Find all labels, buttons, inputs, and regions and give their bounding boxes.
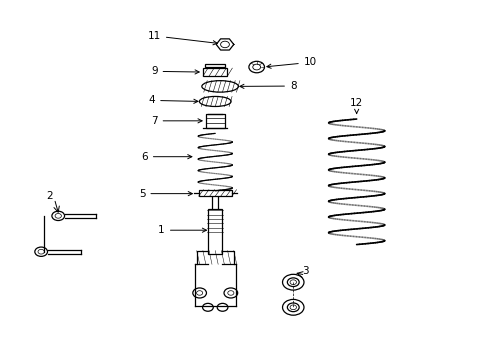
Text: 5: 5: [139, 189, 192, 199]
Text: 12: 12: [349, 98, 363, 114]
Text: 8: 8: [239, 81, 296, 91]
Text: 4: 4: [148, 95, 198, 105]
Text: 11: 11: [147, 31, 217, 45]
FancyBboxPatch shape: [208, 209, 222, 253]
Polygon shape: [216, 39, 233, 50]
Ellipse shape: [202, 81, 238, 92]
Text: 1: 1: [158, 225, 206, 235]
Text: 9: 9: [151, 66, 199, 76]
Text: 7: 7: [151, 116, 202, 126]
Text: 3: 3: [302, 266, 308, 276]
Text: 2: 2: [46, 191, 53, 201]
Ellipse shape: [199, 96, 231, 107]
FancyBboxPatch shape: [205, 114, 224, 128]
Text: 6: 6: [141, 152, 191, 162]
FancyBboxPatch shape: [198, 190, 231, 196]
FancyBboxPatch shape: [212, 191, 218, 216]
FancyBboxPatch shape: [205, 64, 224, 67]
Text: 10: 10: [266, 57, 316, 68]
FancyBboxPatch shape: [203, 68, 227, 76]
